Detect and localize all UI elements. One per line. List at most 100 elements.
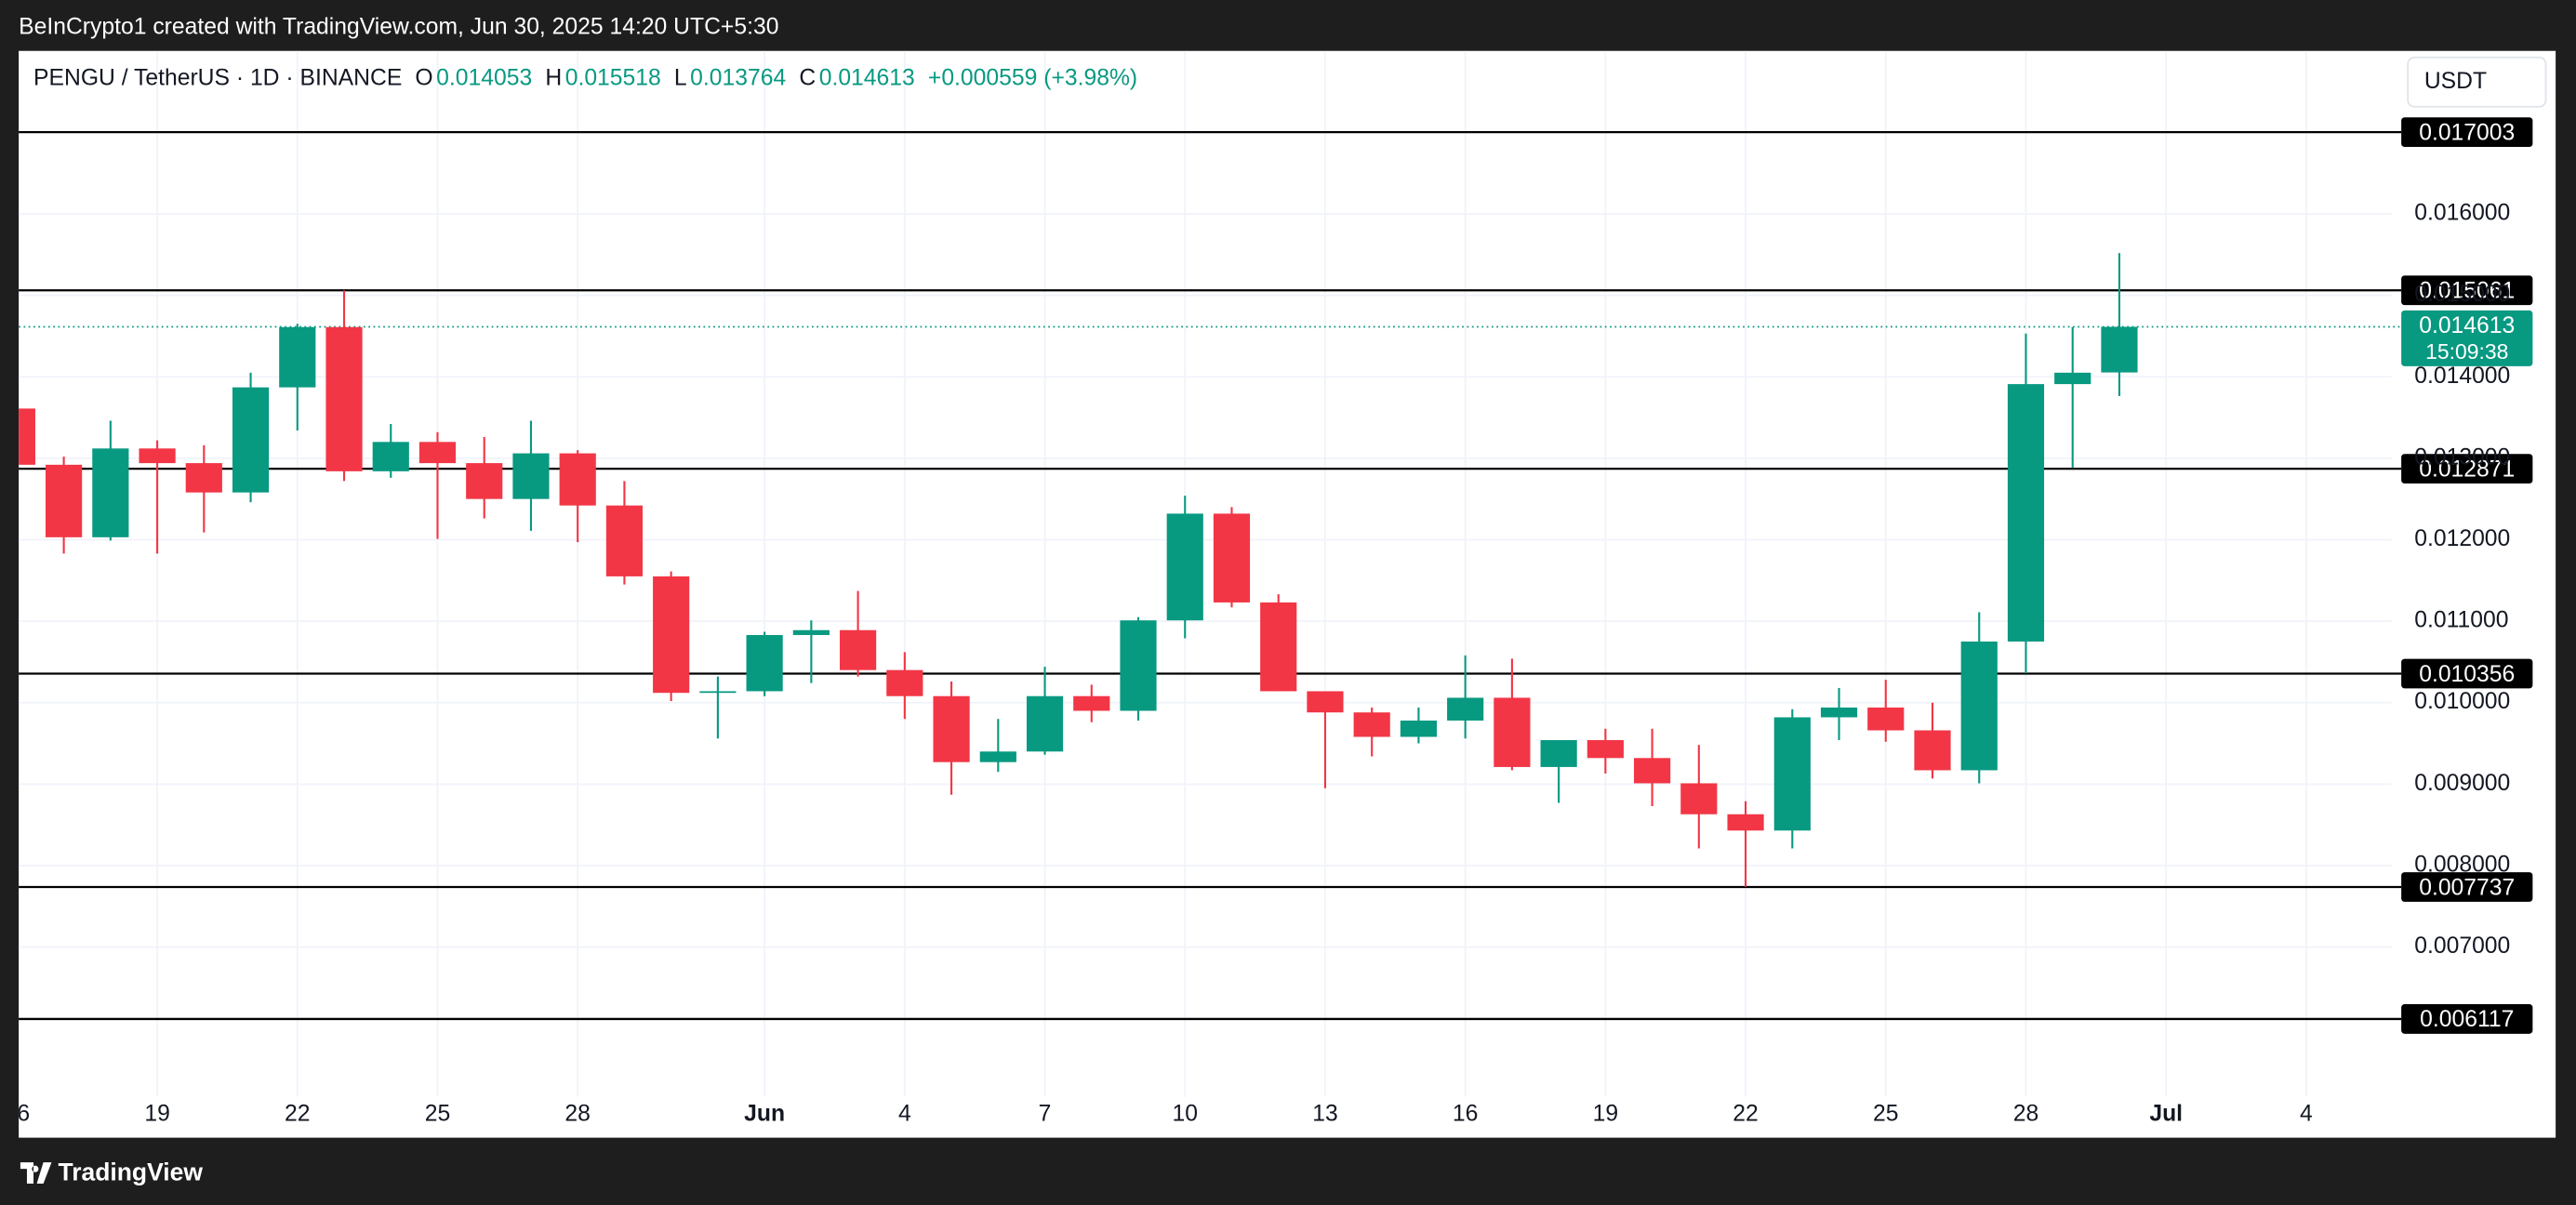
candle-body (1587, 740, 1624, 759)
candle-body (418, 442, 457, 464)
level-label: 0.007737 (2419, 875, 2515, 900)
x-tick-label: Jul (2149, 1101, 2183, 1126)
candle-body (1307, 691, 1344, 713)
x-tick-label: 25 (1873, 1101, 1898, 1126)
y-tick-label: 0.011000 (2414, 608, 2508, 633)
candle-body (1634, 758, 1671, 784)
x-tick-label: 19 (144, 1101, 169, 1126)
y-tick-label: 0.010000 (2414, 689, 2510, 714)
candle-body (1540, 740, 1577, 767)
footer-logo (20, 1162, 52, 1185)
x-tick-label: 28 (564, 1101, 590, 1126)
candle-body (1820, 707, 1858, 718)
x-tick-label: 7 (1039, 1101, 1052, 1126)
candle-body (279, 326, 316, 388)
candle-body (792, 629, 830, 635)
candle-body (1400, 720, 1438, 737)
x-tick-label: 25 (425, 1101, 450, 1126)
x-tick-label: 22 (285, 1101, 310, 1126)
y-tick-label: 0.013000 (2414, 444, 2510, 470)
x-tick-label: Jun (744, 1101, 785, 1126)
candle-body (979, 751, 1016, 762)
candle-body (1166, 513, 1203, 621)
ohlc-label: O (415, 65, 432, 90)
axes: 0.007000 0.008000 0.009000 0.010000 0.011000… (5, 201, 2510, 1127)
grid (19, 50, 2392, 1097)
candle-body (1213, 513, 1251, 602)
ohlc-label: H (545, 65, 562, 90)
y-tick-label: 0.015000 (2414, 282, 2510, 307)
level-label-box (2401, 275, 2533, 306)
credit: BeInCrypto1 created with TradingView.com… (19, 15, 778, 40)
candle-body (699, 691, 737, 694)
candle-body (1353, 712, 1390, 737)
candle-body (139, 448, 176, 464)
candle-body (1260, 602, 1297, 692)
y-tick-label: 0.014000 (2414, 364, 2510, 389)
footer-brand: TradingView (59, 1158, 204, 1185)
x-tick-label: 19 (1593, 1101, 1618, 1126)
candle-body (1447, 697, 1484, 721)
y-tick-label: 0.007000 (2414, 934, 2510, 959)
y-tick-label: 0.009000 (2414, 771, 2510, 796)
y-tick-label: 0.012000 (2414, 526, 2510, 551)
candle-body (653, 576, 690, 694)
ohlc-value: 0.013764 (690, 65, 786, 90)
candle-body (886, 669, 923, 696)
candle-body (2054, 372, 2091, 385)
candle-body (605, 505, 644, 576)
candle-body (1494, 697, 1531, 767)
candle-body (512, 453, 550, 499)
candle-body (46, 464, 83, 537)
x-tick-label: 10 (1173, 1101, 1198, 1126)
candle-body (19, 408, 35, 465)
y-tick-label: 0.008000 (2414, 852, 2510, 877)
countdown: 15:09:38 (2425, 339, 2508, 364)
levels: 0.017003 0.015061 0.012871 0.010356 0.007737… (19, 117, 2533, 1034)
level-label: 0.015061 (2419, 279, 2515, 304)
candle-body (325, 326, 363, 471)
x-tick-label: 16 (1453, 1101, 1478, 1126)
candle-body (1680, 783, 1718, 814)
candle-body (933, 695, 970, 762)
level-label: 0.010356 (2419, 662, 2515, 687)
x-tick-label: 28 (2013, 1101, 2038, 1126)
level-label-box (2401, 1004, 2533, 1034)
candle-body (1727, 814, 1764, 831)
candle-body (1867, 707, 1905, 731)
ohlc-value: 0.015518 (565, 65, 661, 90)
candle-body (372, 442, 409, 471)
candles (19, 253, 2138, 887)
candle-body (232, 387, 270, 493)
currency: USDT (2424, 69, 2487, 94)
x-tick-label: 4 (2300, 1101, 2313, 1126)
x-tick-label: 4 (898, 1101, 911, 1126)
candle-body (1773, 717, 1811, 831)
currency-button[interactable] (2407, 56, 2547, 108)
candle-body (466, 463, 503, 499)
chart-panel (19, 50, 2556, 1138)
candle-body (1026, 695, 1064, 752)
x-tick-label: 22 (1733, 1101, 1758, 1126)
candle-body (559, 453, 596, 506)
level-label: 0.006117 (2420, 1007, 2514, 1032)
level-label-box (2401, 872, 2533, 902)
candle-body (840, 629, 877, 670)
price-label-box (2401, 310, 2533, 366)
candle-body (1120, 620, 1157, 711)
ohlc-label: C (799, 65, 816, 90)
level-label-box (2401, 454, 2533, 484)
ohlc-value: 0.014053 (436, 65, 532, 90)
x-tick-label: 16 (5, 1101, 30, 1126)
ohlc-label: L (674, 65, 687, 90)
y-tick-label: 0.016000 (2414, 201, 2510, 226)
candle-body (1914, 730, 1951, 771)
candle-body (1960, 641, 1998, 771)
level-label: 0.017003 (2419, 120, 2515, 145)
candle-body (185, 463, 222, 493)
candle-body (2101, 326, 2138, 373)
price-label: 0.014613 (2419, 313, 2515, 338)
change: +0.000559 (+3.98%) (928, 65, 1137, 90)
